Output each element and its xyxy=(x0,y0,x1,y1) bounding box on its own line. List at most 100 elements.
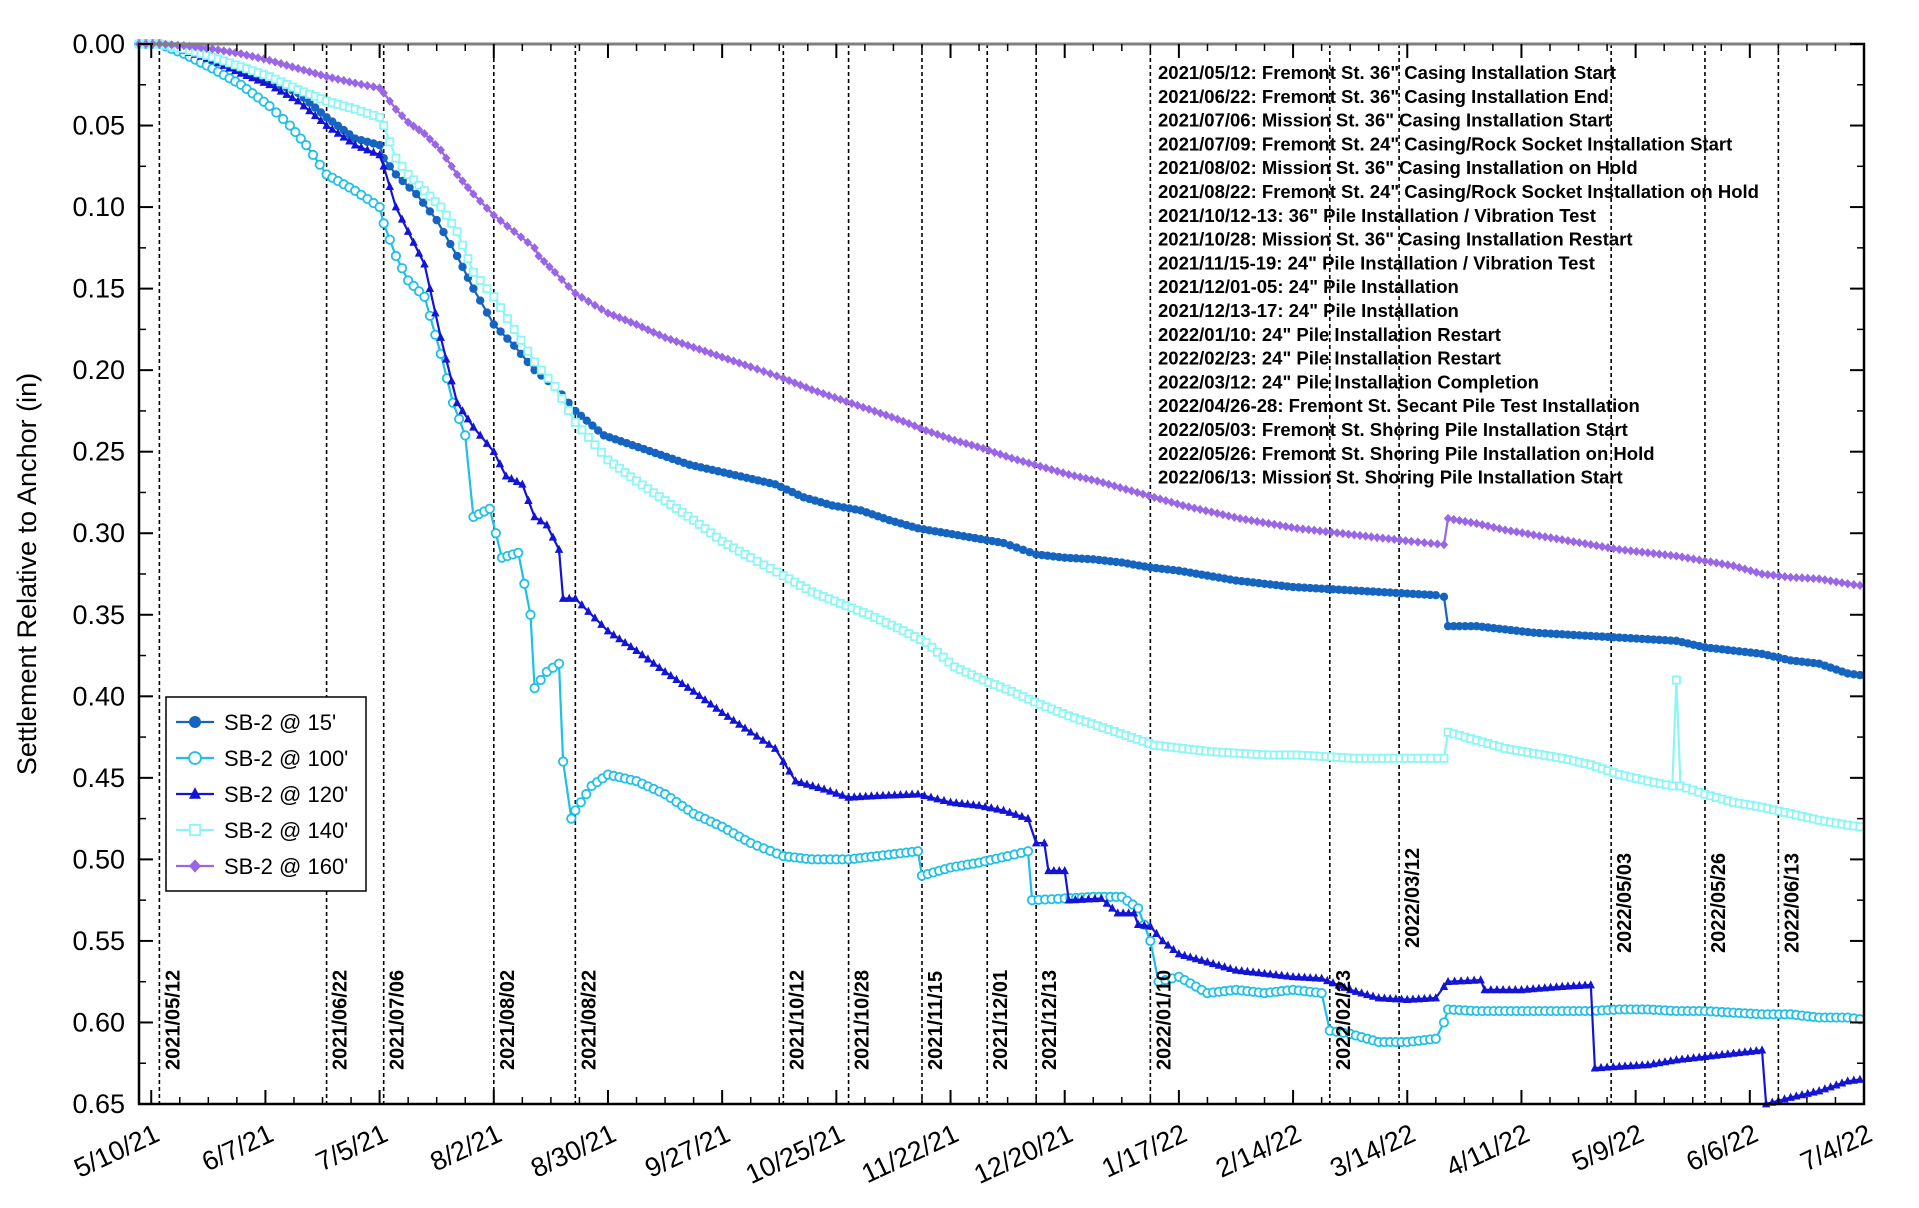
data-point xyxy=(489,292,499,302)
data-point xyxy=(729,715,738,724)
y-tick-label: 0.60 xyxy=(72,1007,125,1037)
data-point xyxy=(1230,512,1239,522)
data-point xyxy=(1450,976,1459,985)
data-point xyxy=(259,77,268,86)
data-point xyxy=(1512,527,1521,537)
x-tick-label: 10/25/21 xyxy=(741,1118,849,1190)
data-point xyxy=(961,438,971,449)
data-point xyxy=(1344,529,1353,539)
data-point xyxy=(921,638,931,647)
data-point xyxy=(425,207,435,216)
data-point xyxy=(1433,539,1442,549)
data-point xyxy=(913,789,923,798)
data-point xyxy=(1430,1033,1441,1044)
data-point xyxy=(530,365,539,375)
data-point xyxy=(458,406,467,415)
data-point xyxy=(288,62,297,72)
y-tick-label: 0.35 xyxy=(72,600,125,630)
data-point xyxy=(980,801,990,811)
data-point xyxy=(463,254,473,264)
data-point xyxy=(1596,1062,1606,1072)
data-point xyxy=(1408,994,1418,1003)
data-point xyxy=(717,707,727,716)
y-tick-label: 0.45 xyxy=(72,763,125,793)
data-point xyxy=(683,682,693,691)
data-point xyxy=(1472,518,1481,529)
data-point xyxy=(779,373,788,383)
x-tick-label: 1/17/22 xyxy=(1097,1118,1191,1183)
data-point xyxy=(838,790,847,799)
data-point xyxy=(1294,972,1303,981)
data-point xyxy=(1138,489,1148,499)
data-point xyxy=(1283,971,1292,980)
data-point xyxy=(1124,908,1133,917)
data-point xyxy=(1609,1062,1618,1071)
y-tick-label: 0.55 xyxy=(72,926,125,956)
data-point xyxy=(1241,514,1250,525)
event-note: 2022/05/26: Fremont St. Shoring Pile Ins… xyxy=(1158,443,1655,464)
data-point xyxy=(271,57,280,67)
data-point xyxy=(1655,549,1664,559)
y-tick-label: 0.50 xyxy=(72,844,125,874)
data-point xyxy=(1826,576,1835,586)
data-point xyxy=(1146,921,1155,930)
data-point xyxy=(1466,517,1476,528)
data-point xyxy=(1667,781,1677,791)
event-note: 2021/12/01-05: 24" Pile Installation xyxy=(1158,276,1459,297)
data-point xyxy=(1191,954,1201,963)
data-point xyxy=(345,136,354,145)
data-point xyxy=(489,446,498,456)
data-point xyxy=(299,101,308,110)
data-point xyxy=(1683,1053,1693,1063)
data-point xyxy=(584,606,593,615)
data-point xyxy=(405,183,414,192)
data-point xyxy=(1081,473,1091,484)
data-point xyxy=(597,304,606,314)
data-point xyxy=(350,78,360,88)
data-point xyxy=(1150,492,1159,502)
data-point xyxy=(1414,994,1423,1003)
data-point xyxy=(431,139,440,150)
data-point xyxy=(1049,865,1059,875)
data-point xyxy=(689,342,698,352)
data-point xyxy=(1047,465,1056,475)
data-point xyxy=(290,126,301,138)
data-point xyxy=(575,797,586,808)
data-point xyxy=(1540,983,1549,992)
data-point xyxy=(571,288,580,299)
series-markers xyxy=(133,38,1866,1048)
data-point xyxy=(558,593,568,602)
data-point xyxy=(1814,574,1824,584)
data-point xyxy=(884,790,893,799)
data-point xyxy=(1672,1055,1681,1064)
data-point xyxy=(853,400,862,410)
data-point xyxy=(512,476,522,485)
data-point xyxy=(1403,994,1412,1003)
data-point xyxy=(1677,552,1687,562)
data-point xyxy=(1077,894,1087,903)
data-point xyxy=(1837,578,1847,588)
data-point xyxy=(1735,1047,1744,1057)
data-point xyxy=(1849,670,1859,679)
data-point xyxy=(1248,967,1258,976)
data-point xyxy=(993,804,1002,813)
data-point xyxy=(375,150,384,159)
data-point xyxy=(957,798,967,807)
legend-label: SB-2 @ 140' xyxy=(224,818,348,843)
data-point xyxy=(1486,985,1496,994)
data-point xyxy=(509,324,519,334)
data-point xyxy=(1327,527,1336,537)
data-point xyxy=(784,375,794,386)
data-point xyxy=(973,442,982,452)
data-point xyxy=(469,422,478,431)
data-point xyxy=(420,129,429,139)
data-point xyxy=(1372,532,1382,543)
data-point xyxy=(649,658,658,667)
data-point xyxy=(902,789,911,798)
data-point xyxy=(516,232,526,242)
data-point xyxy=(189,787,201,799)
legend-entry: SB-2 @ 120' xyxy=(176,782,348,807)
data-point xyxy=(1478,520,1487,530)
data-point xyxy=(1226,963,1235,973)
data-point xyxy=(1197,955,1206,964)
